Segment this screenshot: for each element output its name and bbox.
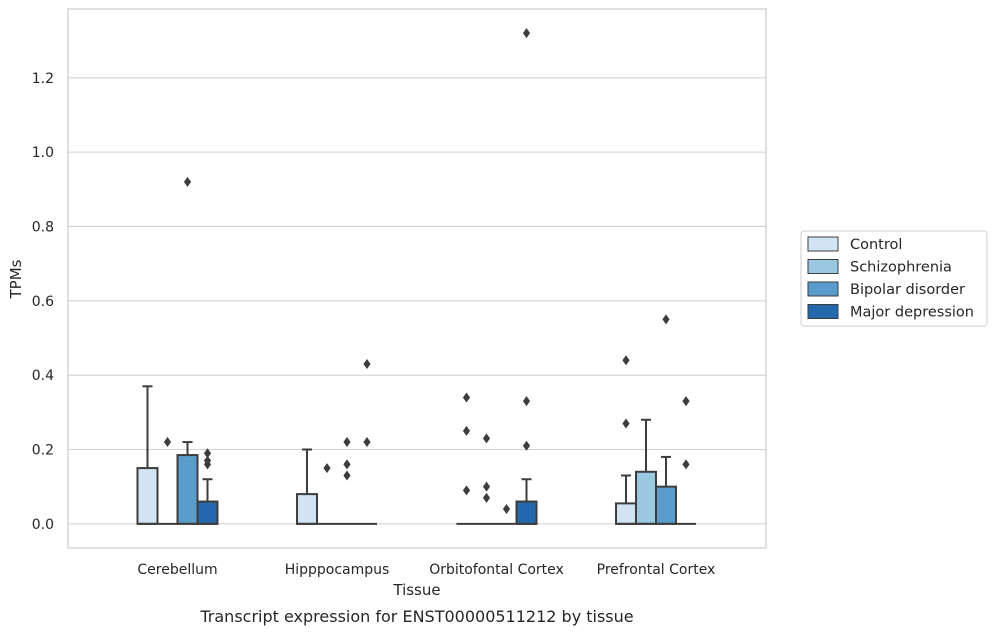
outlier-point (363, 437, 371, 448)
legend-swatch (807, 236, 839, 252)
legend-label: Major depression (850, 305, 974, 321)
box-0-0 (136, 385, 159, 525)
x-tick-label: Orbitofontal Cortex (429, 562, 564, 578)
outlier-point (323, 463, 331, 474)
box-3-0 (196, 478, 219, 525)
box-body (635, 470, 657, 525)
x-tick-label: Prefrontal Cortex (597, 562, 716, 578)
outlier-point (502, 503, 511, 514)
box-2-0 (176, 441, 199, 525)
outlier-point (462, 485, 471, 496)
outlier-point (203, 455, 212, 466)
y-tick-label: 1.2 (32, 71, 54, 87)
outlier-point (183, 176, 192, 187)
box-0-3 (615, 474, 637, 525)
box-body (136, 467, 159, 525)
legend: Control Schizophrenia Bipolar disorder Majo… (800, 230, 988, 327)
outlier-point (482, 481, 491, 492)
y-axis-title: TPMs (7, 259, 25, 299)
outlier-point (203, 448, 212, 459)
x-tick-label: Hipppocampus (285, 562, 390, 578)
y-tick-label: 0.0 (32, 517, 54, 533)
legend-label: Control (850, 237, 902, 253)
grid-lines (68, 77, 766, 525)
chart-caption: Transcript expression for ENST0000051121… (199, 607, 633, 626)
outlier-point (163, 437, 172, 448)
outlier-point (522, 440, 531, 451)
box-1-3 (635, 418, 657, 525)
legend-swatch (807, 259, 839, 274)
legend-swatch (807, 281, 839, 297)
outlier-point (682, 396, 690, 407)
box-body (515, 500, 538, 525)
legend-swatch (807, 304, 839, 319)
y-tick-label: 0.6 (32, 294, 54, 310)
outlier-point (682, 459, 690, 470)
plot-frame (67, 8, 767, 549)
y-tick-labels: 0.0 0.2 0.4 0.6 0.8 1.0 1.2 (32, 71, 54, 533)
outlier-point (522, 28, 531, 39)
box-body (196, 500, 219, 525)
box-0-1 (296, 448, 318, 525)
x-tick-label: Cerebellum (137, 562, 217, 578)
y-tick-label: 0.4 (32, 368, 54, 384)
x-tick-labels: Cerebellum Hipppocampus Orbitofontal Corte… (137, 562, 715, 578)
legend-label: Schizophrenia (850, 260, 952, 276)
box-body (615, 502, 637, 525)
outlier-point (662, 314, 670, 325)
outlier-point (343, 437, 351, 448)
outlier-point (522, 396, 531, 407)
outlier-point (343, 470, 351, 481)
box-body (176, 454, 199, 525)
y-tick-label: 0.8 (32, 219, 54, 235)
box-body (296, 493, 318, 525)
outlier-point (482, 492, 491, 503)
box-body (655, 485, 677, 525)
outlier-point (462, 392, 471, 403)
outlier-points (163, 28, 690, 514)
y-tick-label: 0.2 (32, 442, 54, 458)
box-series (136, 385, 696, 525)
outlier-point (462, 425, 471, 436)
legend-label: Bipolar disorder (850, 282, 965, 298)
outlier-point (363, 358, 371, 369)
legend-frame (800, 230, 988, 327)
box-3-2 (515, 478, 538, 525)
x-axis-title: Tissue (392, 581, 440, 599)
outlier-point (622, 418, 630, 429)
outlier-point (343, 459, 351, 470)
box-2-3 (655, 455, 677, 525)
outlier-point (482, 433, 491, 444)
y-tick-label: 1.0 (32, 145, 54, 161)
outlier-point (622, 355, 630, 366)
